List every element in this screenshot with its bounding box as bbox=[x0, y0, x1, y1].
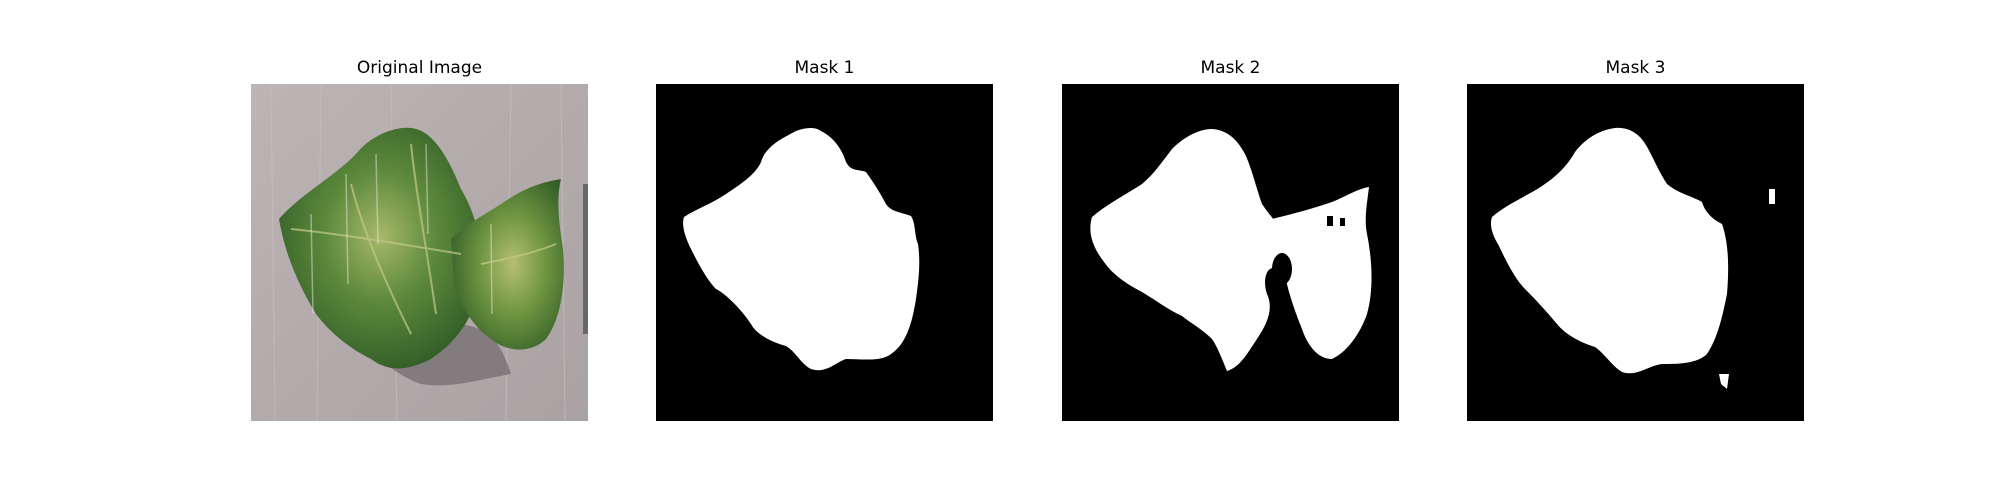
mask-3-panel bbox=[1467, 84, 1804, 421]
panel-title-mask-2: Mask 2 bbox=[1200, 58, 1261, 78]
mask-2-region-main bbox=[1090, 129, 1298, 371]
mask-1-panel bbox=[656, 84, 993, 421]
mask-1-region bbox=[683, 128, 920, 371]
original-image-panel bbox=[251, 84, 588, 421]
mask-2-region-leaflet bbox=[1272, 187, 1372, 359]
mask-1-image bbox=[656, 84, 993, 421]
panel-title-mask-1: Mask 1 bbox=[794, 58, 855, 78]
panel-title-mask-3: Mask 3 bbox=[1605, 58, 1666, 78]
mask-3-image bbox=[1467, 84, 1804, 421]
panel-title-original: Original Image bbox=[356, 58, 483, 78]
mask-2-image bbox=[1062, 84, 1399, 421]
mask-2-panel bbox=[1062, 84, 1399, 421]
mask-3-region bbox=[1490, 127, 1729, 374]
leaf-photo bbox=[251, 84, 588, 421]
leaf-main bbox=[279, 127, 482, 369]
leaf-secondary bbox=[451, 179, 564, 350]
